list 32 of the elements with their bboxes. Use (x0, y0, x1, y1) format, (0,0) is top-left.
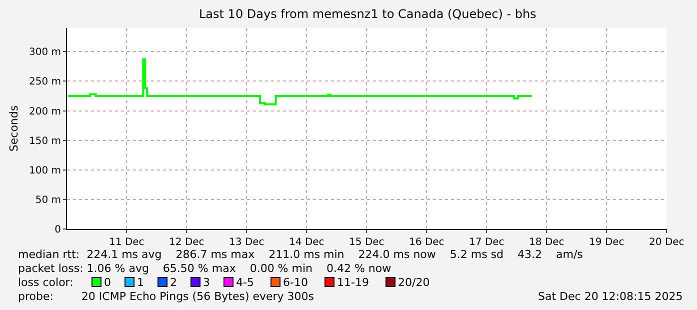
x-tick-label: 16 Dec (409, 237, 444, 248)
legend-label: 1 (137, 276, 144, 289)
x-tick-label: 19 Dec (589, 237, 624, 248)
x-tick-label: 20 Dec (649, 237, 684, 248)
legend-label: 20/20 (398, 276, 430, 289)
text: loss color: (18, 276, 74, 289)
x-tick-label: 18 Dec (529, 237, 564, 248)
y-axis-title: Seconds (8, 105, 21, 152)
chart-title: Last 10 Days from memesnz1 to Canada (Quebec) - bhs (199, 7, 536, 21)
y-tick-label: 150 m (28, 136, 61, 147)
x-tick-label: 17 Dec (469, 237, 504, 248)
text: Sat Dec 20 12:08:15 2025 (538, 290, 683, 303)
y-tick-label: 50 m (35, 194, 61, 206)
y-tick-label: 300 m (28, 47, 61, 58)
text: packet loss: 1.06 % avg 65.50 % max 0.00 % min 0.42 % now (18, 262, 392, 275)
legend-label: 11-19 (337, 276, 369, 289)
legend-label: 2 (170, 276, 177, 289)
text: median rtt: 224.1 ms avg 286.7 ms max 211.0 ms min 224.0 ms now 5.2 ms sd 43.2 am/s (18, 248, 584, 261)
x-tick-label: 13 Dec (229, 237, 264, 248)
legend-label: 6-10 (283, 276, 308, 289)
y-tick-label: 100 m (28, 165, 61, 176)
x-tick-label: 15 Dec (349, 237, 384, 248)
legend-label: 0 (104, 276, 111, 289)
legend-label: 4-5 (236, 276, 254, 289)
y-tick-label: 0 (54, 224, 61, 236)
y-tick-label: 200 m (28, 106, 61, 118)
x-tick-label: 12 Dec (169, 237, 204, 248)
x-tick-label: 11 Dec (109, 237, 144, 248)
legend-label: 3 (203, 276, 210, 289)
text: probe: 20 ICMP Echo Pings (56 Bytes) every 300s (18, 290, 314, 303)
y-tick-label: 250 m (28, 76, 61, 88)
x-tick-label: 14 Dec (289, 237, 324, 248)
